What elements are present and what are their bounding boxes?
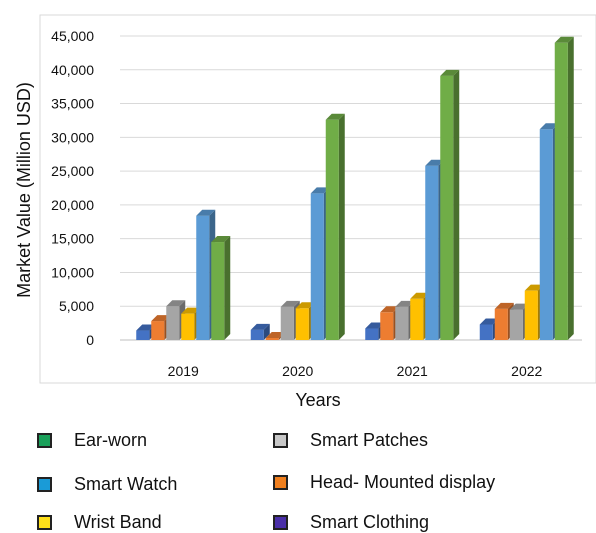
bar-top bbox=[181, 307, 201, 314]
bar-side bbox=[224, 236, 231, 340]
y-tick-label: 15,000 bbox=[51, 231, 94, 247]
bar-front bbox=[539, 129, 553, 340]
bar-front bbox=[554, 42, 568, 340]
legend-swatch bbox=[273, 515, 288, 530]
bars bbox=[136, 36, 574, 340]
y-tick-label: 0 bbox=[86, 332, 94, 348]
legend-item-ear-worn: Ear-worn bbox=[37, 430, 147, 451]
y-tick-labels: 0 5,000 10,000 15,000 20,000 25,000 30,000 35,0… bbox=[51, 28, 94, 348]
bar-top bbox=[325, 113, 345, 120]
bar-side bbox=[453, 69, 460, 340]
bar-front bbox=[166, 306, 180, 340]
x-axis-title: Years bbox=[295, 390, 340, 410]
bar-front bbox=[440, 75, 454, 340]
bar-front bbox=[151, 321, 165, 340]
legend-item-smart-patches: Smart Patches bbox=[273, 430, 428, 451]
x-tick-label: 2022 bbox=[511, 363, 542, 379]
bar-front bbox=[524, 290, 538, 340]
legend-swatch bbox=[37, 515, 52, 530]
y-tick-label: 30,000 bbox=[51, 129, 94, 145]
bar-front bbox=[509, 309, 523, 340]
bar-front bbox=[310, 193, 324, 340]
bar-side bbox=[567, 36, 574, 340]
bar-top bbox=[425, 159, 445, 166]
bar-top bbox=[509, 303, 529, 310]
bar-top bbox=[265, 331, 285, 338]
grid-lines bbox=[120, 35, 582, 341]
bar-front bbox=[395, 306, 409, 340]
bar-front bbox=[136, 330, 150, 340]
bar-top bbox=[310, 187, 330, 194]
legend-label: Ear-worn bbox=[74, 430, 148, 450]
legend: Ear-worn Smart Patches Smart Watch Head-… bbox=[0, 420, 596, 532]
bar-front bbox=[425, 165, 439, 340]
bar-chart: 0 5,000 10,000 15,000 20,000 25,000 30,000 35,0… bbox=[14, 14, 596, 410]
bar-2020-smart-clothing bbox=[250, 323, 270, 340]
x-tick-label: 2021 bbox=[397, 363, 428, 379]
legend-label: Smart Patches bbox=[310, 430, 429, 450]
bar-side bbox=[338, 113, 345, 340]
bar-top bbox=[494, 302, 514, 309]
bar-2020-ear-worn bbox=[325, 113, 345, 340]
bar-top bbox=[539, 123, 559, 130]
bar-front bbox=[295, 308, 309, 340]
legend-item-head-mounted-display: Head- Mounted display bbox=[273, 472, 495, 493]
legend-label: Wrist Band bbox=[74, 512, 162, 532]
y-axis-title: Market Value (Million USD) bbox=[14, 82, 34, 298]
bar-top bbox=[479, 318, 499, 325]
bar-top bbox=[410, 292, 430, 299]
y-tick-label: 25,000 bbox=[51, 163, 94, 179]
bar-top bbox=[524, 284, 544, 291]
bar-top bbox=[440, 69, 460, 76]
x-tick-label: 2019 bbox=[168, 363, 199, 379]
bar-2019-ear-worn bbox=[211, 236, 231, 340]
legend-label: Smart Clothing bbox=[310, 512, 430, 532]
bar-front bbox=[250, 329, 264, 340]
legend-swatch bbox=[37, 477, 52, 492]
x-tick-label: 2020 bbox=[282, 363, 313, 379]
bar-top bbox=[211, 236, 231, 243]
legend-swatch bbox=[273, 433, 288, 448]
bar-front bbox=[280, 306, 294, 340]
bar-top bbox=[395, 300, 415, 307]
bar-front bbox=[265, 337, 279, 340]
y-tick-label: 20,000 bbox=[51, 197, 94, 213]
bar-2022-ear-worn bbox=[554, 36, 574, 340]
bar-side bbox=[263, 323, 270, 340]
bar-top bbox=[554, 36, 574, 43]
legend-swatch bbox=[37, 433, 52, 448]
bar-top bbox=[166, 300, 186, 307]
y-tick-label: 40,000 bbox=[51, 62, 94, 78]
bar-front bbox=[365, 328, 379, 340]
legend-item-wrist-band: Wrist Band bbox=[37, 512, 162, 533]
y-tick-label: 35,000 bbox=[51, 96, 94, 112]
bar-top bbox=[196, 209, 216, 216]
bar-front bbox=[479, 324, 493, 340]
bar-front bbox=[196, 215, 210, 340]
bar-2021-ear-worn bbox=[440, 69, 460, 340]
bar-top bbox=[151, 315, 171, 322]
bar-top bbox=[136, 324, 156, 331]
plot-border bbox=[39, 14, 596, 384]
bar-top bbox=[250, 323, 270, 330]
bar-front bbox=[181, 313, 195, 340]
legend-item-smart-watch: Smart Watch bbox=[37, 474, 177, 495]
bar-front bbox=[410, 298, 424, 340]
bar-top bbox=[380, 306, 400, 313]
legend-swatch bbox=[273, 475, 288, 490]
y-tick-label: 5,000 bbox=[59, 298, 94, 314]
bar-front bbox=[380, 312, 394, 340]
legend-item-smart-clothing: Smart Clothing bbox=[273, 512, 429, 533]
y-tick-label: 10,000 bbox=[51, 264, 94, 280]
bar-top bbox=[295, 302, 315, 309]
bar-front bbox=[494, 308, 508, 340]
x-tick-labels: 2019 2020 2021 2022 bbox=[168, 363, 543, 379]
bar-front bbox=[211, 242, 225, 340]
legend-label: Smart Watch bbox=[74, 474, 178, 494]
y-tick-label: 45,000 bbox=[51, 28, 94, 44]
bar-top bbox=[280, 300, 300, 307]
bar-top bbox=[365, 322, 385, 329]
bar-front bbox=[325, 119, 339, 340]
legend-label: Head- Mounted display bbox=[310, 472, 496, 492]
